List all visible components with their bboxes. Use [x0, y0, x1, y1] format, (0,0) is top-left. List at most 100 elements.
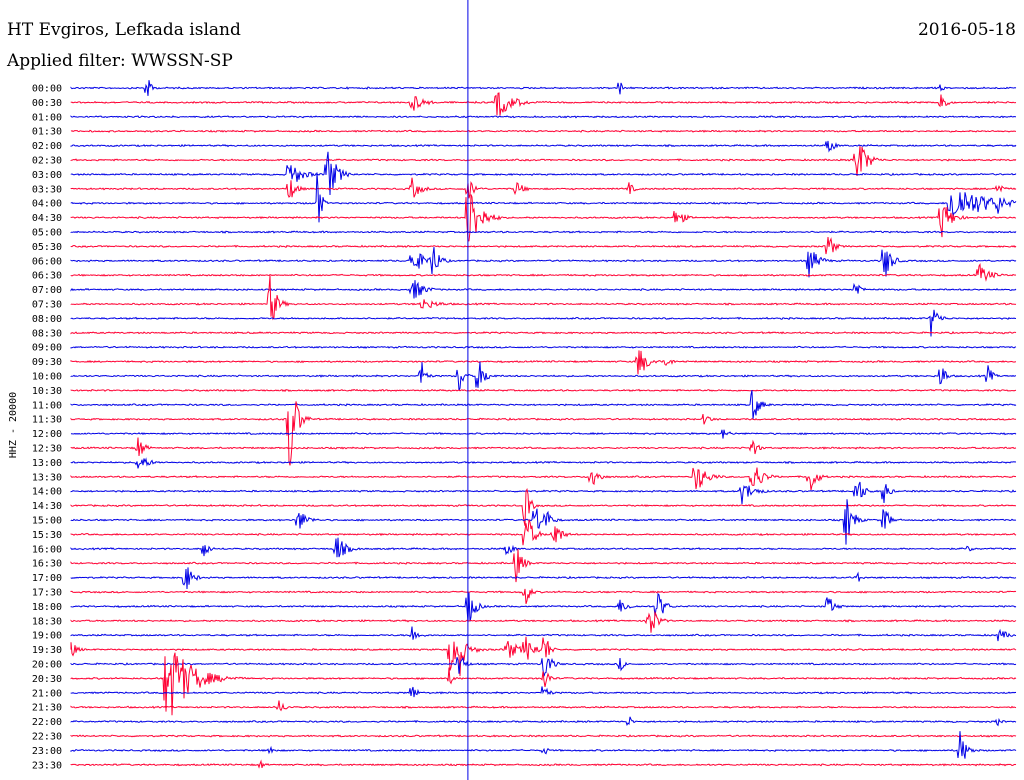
trace-row: [70, 140, 1017, 153]
row-label: 00:00: [32, 84, 62, 95]
row-label: 19:00: [32, 631, 62, 642]
row-label: 08:30: [32, 328, 62, 339]
trace-row: [70, 429, 1017, 439]
trace-row: [70, 592, 1017, 623]
row-label: 22:30: [32, 732, 62, 743]
trace-row: [70, 309, 1017, 337]
row-label: 02:00: [32, 141, 62, 152]
row-label: 13:00: [32, 458, 62, 469]
row-label: 09:00: [32, 343, 62, 354]
row-label: 00:30: [32, 98, 62, 109]
row-label: 07:00: [32, 285, 62, 296]
trace-row: [70, 331, 1017, 335]
row-label: 03:30: [32, 184, 62, 195]
row-label: 21:30: [32, 703, 62, 714]
trace-row: [70, 652, 1017, 716]
row-label: 18:30: [32, 616, 62, 627]
trace-row: [70, 700, 1017, 712]
date-label: 2016-05-18: [917, 20, 1016, 40]
trace-row: [70, 519, 1017, 546]
trace-row: [70, 172, 1017, 223]
trace-row: [70, 115, 1016, 119]
trace-row: [70, 759, 1017, 769]
trace-row: [70, 262, 1017, 282]
row-label: 23:00: [32, 746, 62, 757]
row-label: 12:00: [32, 429, 62, 440]
trace-row: [70, 129, 1017, 133]
y-axis-label: HHZ - 20000: [8, 392, 19, 458]
row-label: 04:30: [32, 213, 62, 224]
row-label: 18:00: [32, 602, 62, 613]
row-label: 05:00: [32, 228, 62, 239]
row-label: 17:00: [32, 573, 62, 584]
trace-row: [70, 481, 1017, 504]
row-label: 20:00: [32, 660, 62, 671]
trace-group: [70, 80, 1017, 769]
row-label: 01:00: [32, 112, 62, 123]
row-label: 04:00: [32, 199, 62, 210]
row-label: 11:30: [32, 415, 62, 426]
trace-row: [70, 636, 1017, 677]
trace-row: [70, 548, 1017, 583]
row-label: 23:30: [32, 760, 62, 771]
row-label: 14:00: [32, 487, 62, 498]
trace-row: [70, 151, 1017, 196]
trace-row: [70, 734, 1017, 738]
row-label: 03:00: [32, 170, 62, 181]
station-title: HT Evgiros, Lefkada island: [7, 20, 241, 40]
trace-row: [70, 610, 1017, 633]
row-label: 06:00: [32, 256, 62, 267]
row-label: 06:30: [32, 271, 62, 282]
row-label-group: 00:00 00:30 01:00 01:30 02:00 02:30 03:00 03:30…: [32, 84, 62, 772]
trace-row: [70, 626, 1017, 642]
row-label: 11:00: [32, 400, 62, 411]
trace-row: [70, 247, 1017, 278]
trace-row: [70, 80, 1017, 96]
trace-row: [70, 236, 1017, 255]
row-label: 13:30: [32, 472, 62, 483]
row-label: 14:30: [32, 501, 62, 512]
trace-row: [70, 345, 1017, 349]
row-label: 17:30: [32, 588, 62, 599]
trace-row: [70, 350, 1017, 375]
trace-row: [70, 731, 1017, 759]
row-label: 02:30: [32, 156, 62, 167]
trace-row: [70, 230, 1017, 234]
row-label: 10:00: [32, 372, 62, 383]
trace-row: [70, 537, 1017, 558]
row-label: 05:30: [32, 242, 62, 253]
trace-row: [70, 388, 1017, 393]
trace-row: [70, 145, 1017, 176]
row-label: 20:30: [32, 674, 62, 685]
trace-row: [70, 389, 1017, 419]
row-label: 08:00: [32, 314, 62, 325]
trace-row: [70, 567, 1017, 590]
row-label: 01:30: [32, 127, 62, 138]
trace-row: [70, 92, 1017, 116]
row-label: 16:00: [32, 544, 62, 555]
row-label: 10:30: [32, 386, 62, 397]
trace-row: [70, 194, 1017, 242]
trace-row: [70, 361, 1017, 391]
trace-row: [70, 457, 1017, 469]
trace-row: [70, 280, 1017, 299]
trace-row: [70, 467, 1017, 491]
trace-row: [70, 488, 1017, 526]
trace-row: [70, 499, 1017, 545]
trace-row: [70, 275, 1017, 321]
row-label: 22:00: [32, 717, 62, 728]
row-label: 09:30: [32, 357, 62, 368]
trace-row: [70, 177, 1017, 199]
trace-row: [70, 656, 1017, 677]
row-label: 21:00: [32, 688, 62, 699]
row-label: 07:30: [32, 300, 62, 311]
trace-row: [70, 716, 1017, 727]
trace-row: [70, 437, 1017, 457]
row-label: 15:00: [32, 516, 62, 527]
filter-label: Applied filter: WWSSN-SP: [7, 51, 233, 71]
row-label: 15:30: [32, 530, 62, 541]
row-label: 19:30: [32, 645, 62, 656]
row-label: 16:30: [32, 559, 62, 570]
trace-row: [70, 587, 1017, 604]
